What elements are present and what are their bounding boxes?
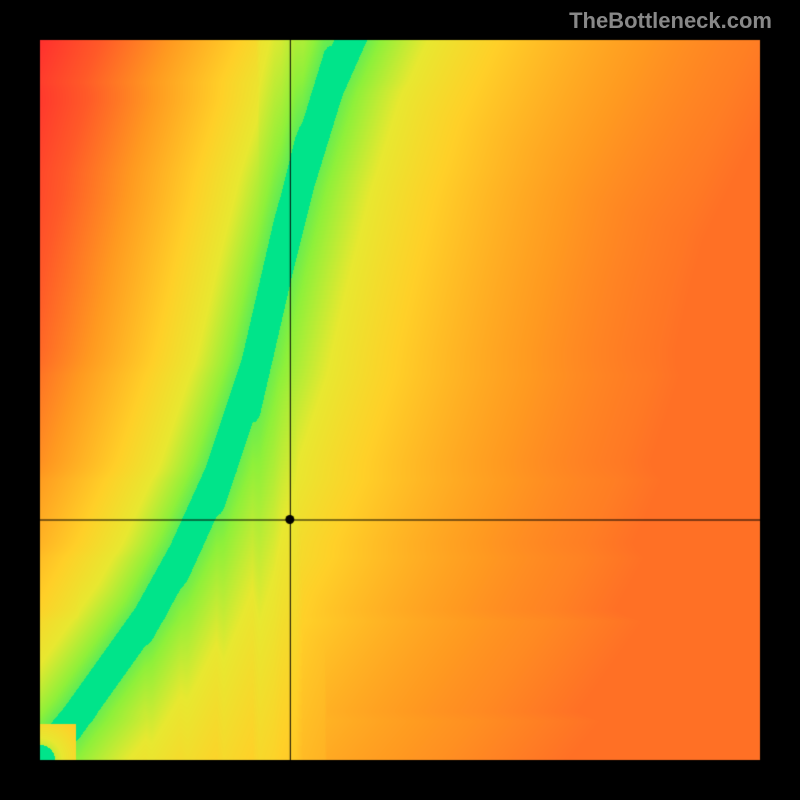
- heatmap-canvas: [0, 0, 800, 800]
- chart-container: TheBottleneck.com: [0, 0, 800, 800]
- watermark-text: TheBottleneck.com: [569, 8, 772, 34]
